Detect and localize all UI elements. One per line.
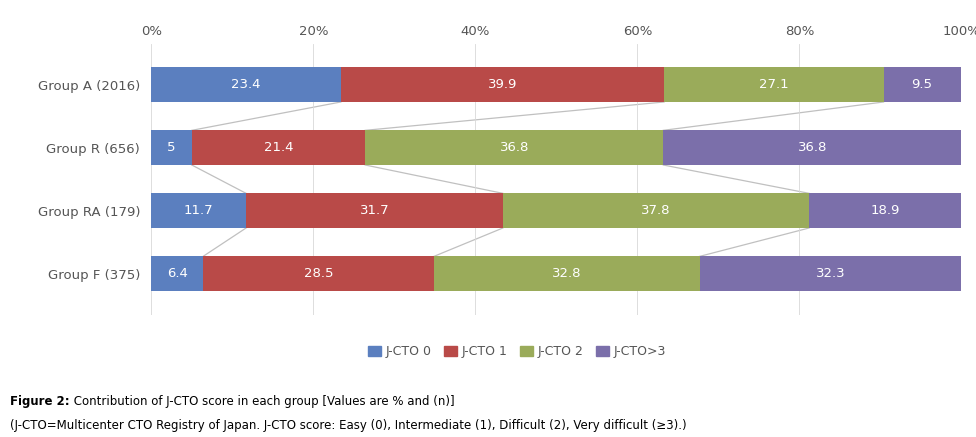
Bar [365,130,664,165]
Bar [151,130,191,165]
Text: 32.3: 32.3 [816,267,845,280]
Bar [191,130,365,165]
Bar [809,193,962,228]
Text: Contribution of J-CTO score in each group [Values are % and (n)]: Contribution of J-CTO score in each grou… [70,395,455,409]
Bar [151,67,341,102]
Bar [151,257,203,291]
Text: 18.9: 18.9 [871,204,900,217]
Text: 32.8: 32.8 [552,267,582,280]
Text: 31.7: 31.7 [359,204,389,217]
Text: 27.1: 27.1 [759,78,789,91]
Text: 36.8: 36.8 [797,141,827,154]
Text: 9.5: 9.5 [912,78,933,91]
Bar [151,193,246,228]
Bar [700,257,961,291]
Bar [503,193,809,228]
Bar [341,67,664,102]
Text: 23.4: 23.4 [231,78,261,91]
Text: 36.8: 36.8 [500,141,529,154]
Legend: J-CTO 0, J-CTO 1, J-CTO 2, J-CTO>3: J-CTO 0, J-CTO 1, J-CTO 2, J-CTO>3 [363,340,671,363]
Bar [203,257,434,291]
Text: 6.4: 6.4 [167,267,187,280]
Bar [664,130,961,165]
Bar [434,257,700,291]
Text: 5: 5 [167,141,176,154]
Text: Figure 2:: Figure 2: [10,395,69,409]
Text: (J-CTO=Multicenter CTO Registry of Japan. J-CTO score: Easy (0), Intermediate (1: (J-CTO=Multicenter CTO Registry of Japan… [10,419,686,432]
Bar [246,193,503,228]
Text: 11.7: 11.7 [183,204,214,217]
Bar [883,67,960,102]
Text: 37.8: 37.8 [641,204,671,217]
Text: 21.4: 21.4 [264,141,293,154]
Text: 39.9: 39.9 [488,78,517,91]
Bar [664,67,883,102]
Text: 28.5: 28.5 [304,267,334,280]
